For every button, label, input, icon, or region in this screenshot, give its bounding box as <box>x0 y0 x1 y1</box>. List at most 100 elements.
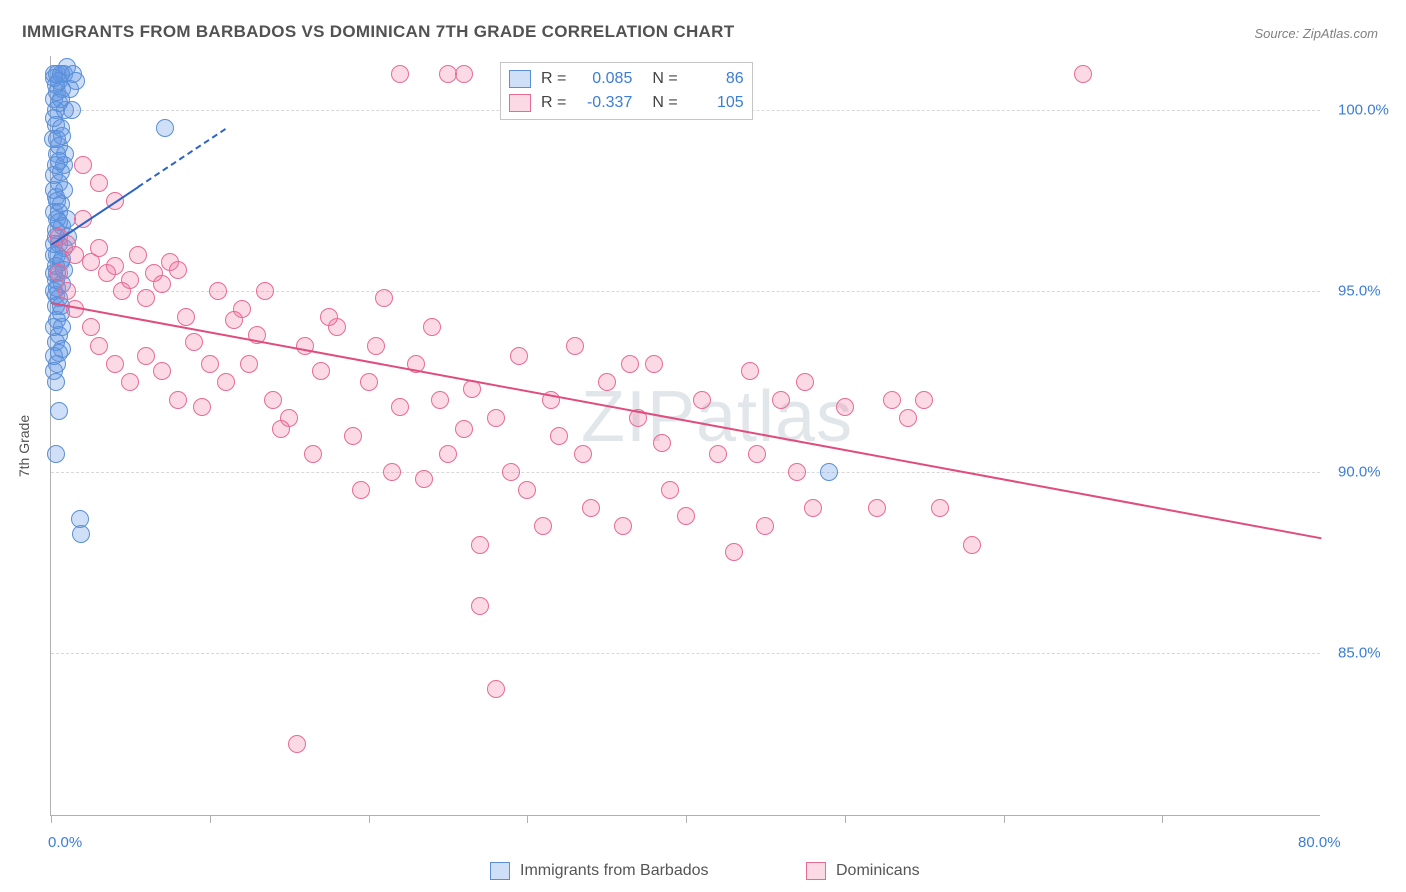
data-point <box>725 543 743 561</box>
data-point <box>423 318 441 336</box>
x-tick <box>1004 815 1005 823</box>
data-point <box>137 289 155 307</box>
data-point <box>741 362 759 380</box>
data-point <box>312 362 330 380</box>
legend-swatch <box>490 862 510 880</box>
data-point <box>518 481 536 499</box>
data-point <box>598 373 616 391</box>
data-point <box>153 275 171 293</box>
r-value: 0.085 <box>576 70 632 88</box>
data-point <box>272 420 290 438</box>
data-point <box>915 391 933 409</box>
x-min-label: 0.0% <box>48 834 82 851</box>
data-point <box>225 311 243 329</box>
data-point <box>48 130 66 148</box>
data-point <box>471 597 489 615</box>
data-point <box>550 427 568 445</box>
data-point <box>193 398 211 416</box>
data-point <box>153 362 171 380</box>
data-point <box>288 735 306 753</box>
data-point <box>121 271 139 289</box>
data-point <box>455 65 473 83</box>
data-point <box>352 481 370 499</box>
data-point <box>471 536 489 554</box>
data-point <box>106 257 124 275</box>
data-point <box>868 499 886 517</box>
data-point <box>796 373 814 391</box>
data-point <box>836 398 854 416</box>
data-point <box>82 318 100 336</box>
data-point <box>391 398 409 416</box>
data-point <box>931 499 949 517</box>
data-point <box>645 355 663 373</box>
data-point <box>137 347 155 365</box>
data-point <box>185 333 203 351</box>
data-point <box>360 373 378 391</box>
data-point <box>375 289 393 307</box>
regression-line <box>138 129 226 189</box>
data-point <box>209 282 227 300</box>
n-label: N = <box>652 94 677 112</box>
data-point <box>756 517 774 535</box>
data-point <box>455 420 473 438</box>
data-point <box>45 69 63 87</box>
data-point <box>582 499 600 517</box>
x-tick <box>1162 815 1163 823</box>
data-point <box>415 470 433 488</box>
data-point <box>47 445 65 463</box>
data-point <box>439 445 457 463</box>
data-point <box>693 391 711 409</box>
gridline <box>51 291 1320 292</box>
data-point <box>534 517 552 535</box>
n-value: 86 <box>688 70 744 88</box>
gridline <box>51 472 1320 473</box>
x-tick <box>527 815 528 823</box>
y-tick-label: 100.0% <box>1338 102 1389 119</box>
n-label: N = <box>652 70 677 88</box>
legend-swatch <box>509 94 531 112</box>
series-legend-label: Immigrants from Barbados <box>520 862 709 880</box>
y-tick-label: 90.0% <box>1338 464 1381 481</box>
data-point <box>50 152 68 170</box>
data-point <box>217 373 235 391</box>
data-point <box>748 445 766 463</box>
y-tick-label: 95.0% <box>1338 283 1381 300</box>
source-label: Source: ZipAtlas.com <box>1254 26 1378 41</box>
data-point <box>431 391 449 409</box>
data-point <box>487 409 505 427</box>
data-point <box>963 536 981 554</box>
data-point <box>1074 65 1092 83</box>
series-legend-item: Immigrants from Barbados <box>490 862 709 880</box>
data-point <box>502 463 520 481</box>
series-legend-item: Dominicans <box>806 862 920 880</box>
r-label: R = <box>541 94 566 112</box>
data-point <box>820 463 838 481</box>
x-tick <box>210 815 211 823</box>
data-point <box>320 308 338 326</box>
x-tick <box>369 815 370 823</box>
data-point <box>709 445 727 463</box>
data-point <box>367 337 385 355</box>
y-axis-label: 7th Grade <box>16 415 32 477</box>
stats-legend: R =0.085N =86R =-0.337N =105 <box>500 62 753 120</box>
data-point <box>129 246 147 264</box>
data-point <box>50 264 68 282</box>
data-point <box>74 156 92 174</box>
data-point <box>391 65 409 83</box>
data-point <box>677 507 695 525</box>
data-point <box>487 680 505 698</box>
data-point <box>883 391 901 409</box>
regression-line <box>51 302 1321 539</box>
x-tick <box>51 815 52 823</box>
data-point <box>48 192 66 210</box>
data-point <box>574 445 592 463</box>
data-point <box>344 427 362 445</box>
data-point <box>53 318 71 336</box>
data-point <box>804 499 822 517</box>
data-point <box>45 109 63 127</box>
data-point <box>621 355 639 373</box>
data-point <box>90 337 108 355</box>
series-legend-label: Dominicans <box>836 862 920 880</box>
plot-area: ZIPatlas <box>50 56 1320 816</box>
data-point <box>240 355 258 373</box>
